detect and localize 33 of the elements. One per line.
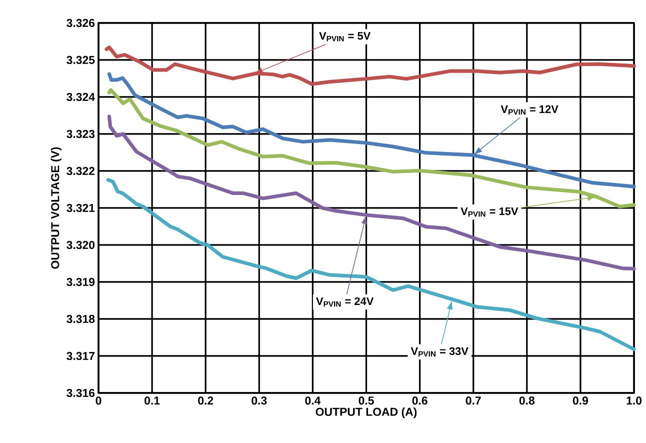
x-tick-label: 0.2: [198, 396, 214, 405]
x-tick-label: 0: [96, 396, 102, 405]
x-tick-label: 0.1: [144, 396, 160, 405]
annotation: V$_{PVIN}$ = 33V: [410, 347, 468, 357]
x-tick-label: 0.9: [572, 396, 588, 405]
x-axis-title: OUTPUT LOAD (A): [316, 407, 417, 418]
y-tick-label: 3.317: [66, 352, 94, 360]
y-tick-label: 3.316: [66, 388, 95, 398]
y-tick-label: 3.323: [66, 130, 95, 138]
x-tick-label: 0.6: [412, 396, 428, 405]
y-tick-label: 3.318: [66, 314, 95, 324]
line-series: [104, 46, 636, 86]
y-axis-title: OUTPUT VOLTAGE (V): [50, 147, 62, 269]
y-tick-label: 3.322: [66, 166, 95, 176]
line-series: [107, 72, 636, 188]
x-tick-label: 0.3: [252, 396, 267, 405]
annotation: V$_{PVIN}$ = 12V: [500, 105, 558, 115]
y-tick-label: 3.325: [66, 56, 95, 64]
x-tick-label: 1.0: [626, 396, 642, 405]
x-tick-label: 0.5: [358, 396, 374, 405]
x-tick-label: 0.7: [466, 396, 481, 405]
y-tick-label: 3.320: [66, 240, 95, 250]
y-tick-label: 3.324: [66, 92, 95, 102]
annotation: V$_{PVIN}$ = 5V: [319, 32, 371, 42]
y-tick-label: 3.321: [66, 204, 95, 212]
x-tick-label: 0.8: [519, 396, 535, 405]
line-series: [107, 114, 636, 270]
y-tick-label: 3.326: [66, 18, 95, 28]
annotation: V$_{PVIN}$ = 15V: [460, 207, 518, 217]
annotation: V$_{PVIN}$ = 24V: [316, 297, 374, 307]
x-tick-label: 0.4: [305, 396, 321, 405]
y-tick-label: 3.319: [66, 278, 95, 286]
line-series: [107, 88, 636, 208]
